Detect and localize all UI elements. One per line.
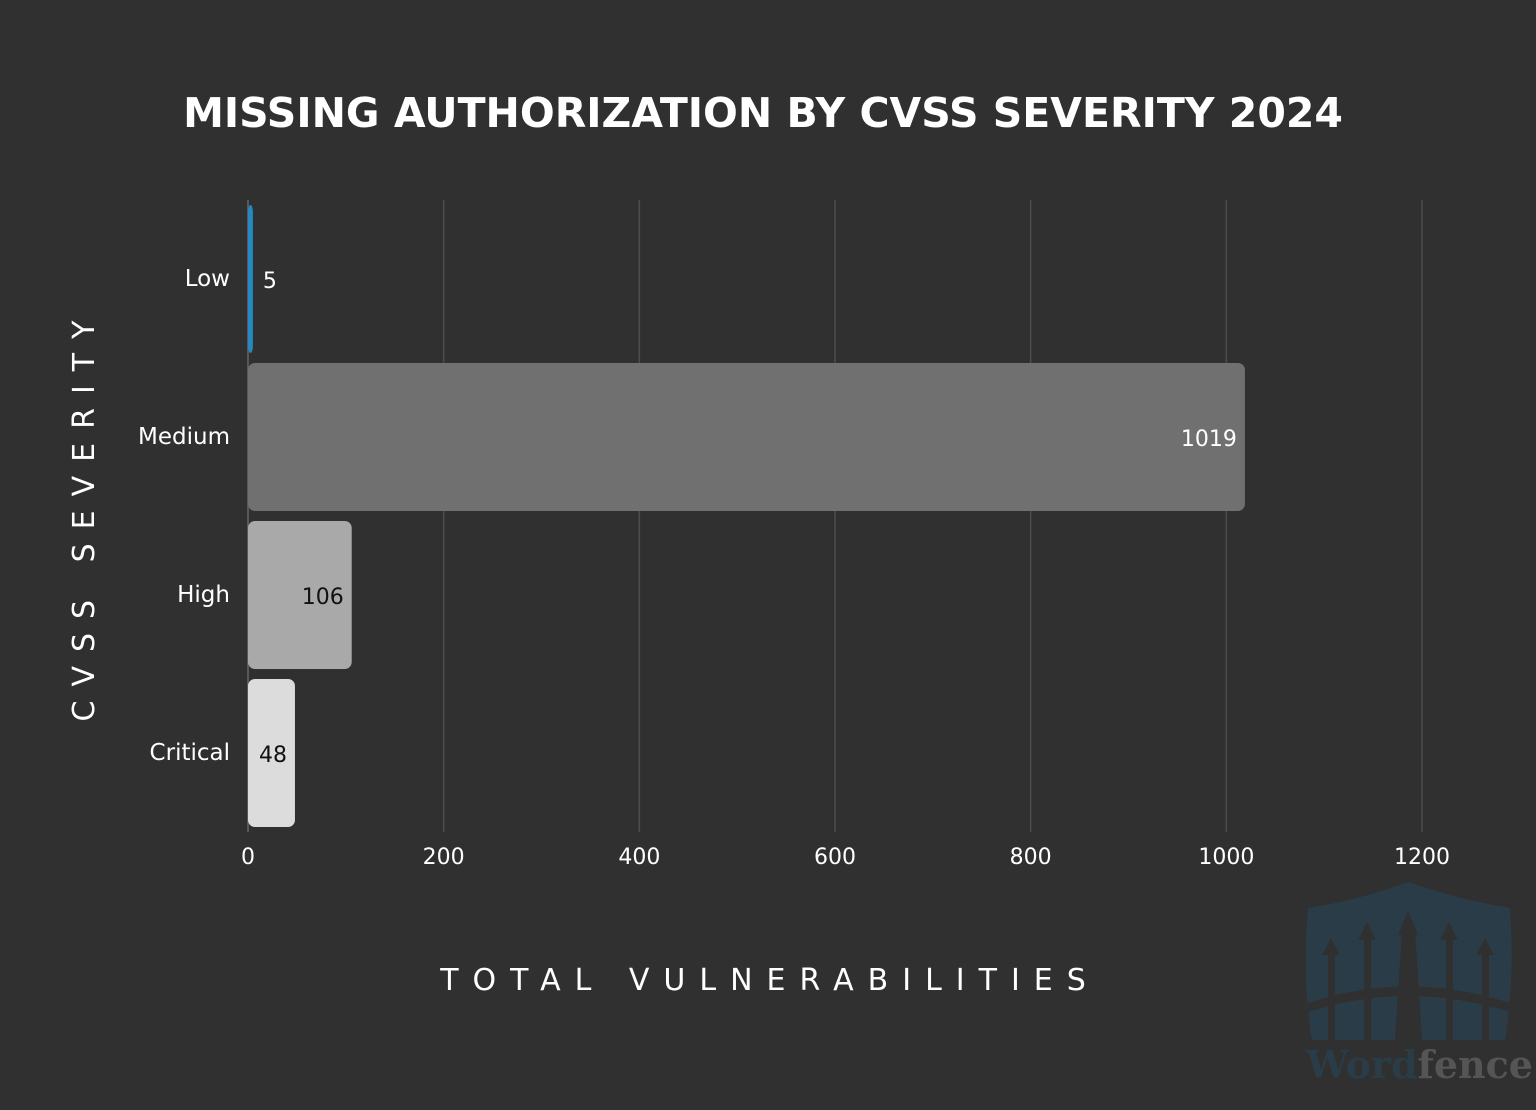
category-label: Low <box>185 266 230 292</box>
x-tick-label: 200 <box>423 845 465 870</box>
logo-word: Word <box>1305 1042 1418 1087</box>
gridlines <box>247 200 1423 832</box>
category-label: Critical <box>150 740 230 766</box>
bar-low <box>248 205 253 353</box>
data-label: 106 <box>302 585 344 610</box>
data-label: 5 <box>263 269 277 294</box>
y-axis-label: CVSS SEVERITY <box>67 307 102 722</box>
data-label: 1019 <box>1181 427 1237 452</box>
x-tick-label: 800 <box>1010 845 1052 870</box>
logo-fence: fence <box>1418 1042 1533 1087</box>
bars: 5 1019 106 48 <box>248 205 1245 827</box>
x-tick-labels: 0 200 400 600 800 1000 1200 <box>241 845 1450 870</box>
category-label: High <box>177 582 230 608</box>
x-tick-label: 1200 <box>1394 845 1450 870</box>
bar-critical <box>248 679 295 827</box>
bar-high <box>248 521 352 669</box>
x-axis-label: TOTAL VULNERABILITIES <box>439 963 1100 998</box>
x-tick-label: 400 <box>618 845 660 870</box>
wordfence-logo: Wordfence <box>1305 882 1533 1087</box>
category-label: Medium <box>138 424 230 450</box>
x-tick-label: 1000 <box>1198 845 1254 870</box>
bar-medium <box>248 363 1245 511</box>
category-labels: Low Medium High Critical <box>138 266 230 766</box>
chart-title: MISSING AUTHORIZATION BY CVSS SEVERITY 2… <box>183 89 1343 137</box>
x-tick-label: 600 <box>814 845 856 870</box>
svg-text:Wordfence: Wordfence <box>1305 1042 1533 1087</box>
data-label: 48 <box>259 743 287 768</box>
x-tick-label: 0 <box>241 845 255 870</box>
